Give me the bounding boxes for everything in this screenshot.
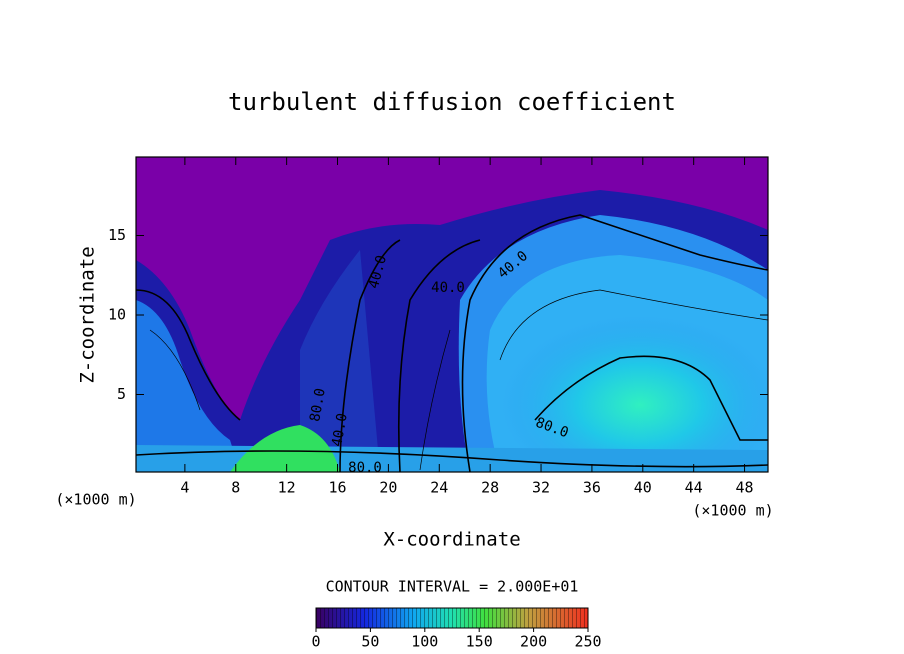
colorbar-tick-label: 250 (574, 633, 601, 651)
x-axis-label: X-coordinate (383, 529, 520, 551)
y-tick-label: 10 (108, 306, 126, 324)
x-unit-label: (×1000 m) (692, 502, 773, 520)
field (136, 157, 768, 472)
x-tick-label: 24 (430, 479, 448, 497)
x-tick-label: 48 (736, 479, 754, 497)
y-unit-label: (×1000 m) (55, 491, 136, 509)
contour-label: 40.0 (329, 412, 351, 448)
colorbar-stripes (316, 608, 588, 628)
y-tick-label: 5 (117, 385, 126, 403)
x-tick-label: 44 (685, 479, 703, 497)
chart-title: turbulent diffusion coefficient (228, 88, 676, 116)
colorbar-tick-label: 100 (411, 633, 438, 651)
contour-interval: CONTOUR INTERVAL = 2.000E+01 (326, 578, 579, 596)
x-tick-label: 8 (231, 479, 240, 497)
y-axis-label: Z-coordinate (77, 246, 99, 383)
colorbar-frame (315, 607, 589, 629)
x-tick-label: 36 (583, 479, 601, 497)
colorbar-tick-label: 50 (361, 633, 379, 651)
contour-label: 80.0 (348, 460, 382, 476)
x-tick-label: 28 (481, 479, 499, 497)
x-tick-label: 16 (328, 479, 346, 497)
colorbar-tick-label: 0 (311, 633, 320, 651)
colorbar-tick-label: 200 (520, 633, 547, 651)
x-tick-label: 4 (180, 479, 189, 497)
x-tick-label: 20 (379, 479, 397, 497)
contour-label: 80.0 (307, 387, 329, 423)
contour-label: 40.0 (431, 280, 465, 296)
x-tick-label: 40 (634, 479, 652, 497)
y-tick-label: 15 (108, 226, 126, 244)
colorbar-tick-label: 150 (466, 633, 493, 651)
x-tick-label: 12 (278, 479, 296, 497)
x-tick-label: 32 (532, 479, 550, 497)
